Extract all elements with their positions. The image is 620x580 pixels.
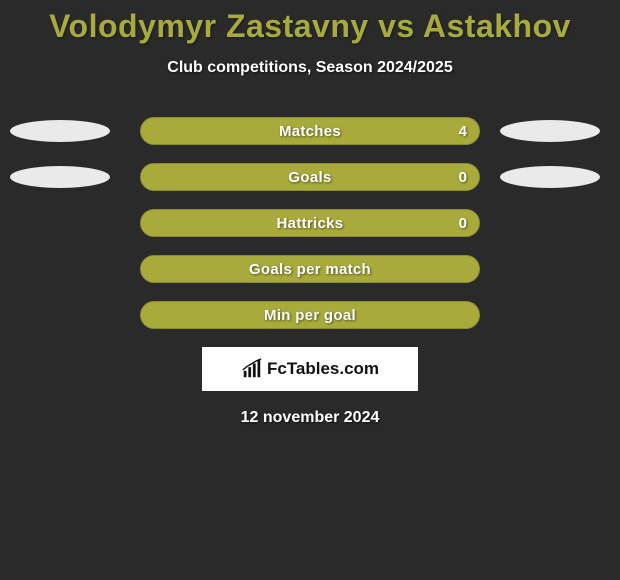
stat-row: Hattricks 0: [0, 209, 620, 237]
stat-bar: Matches 4: [140, 117, 480, 145]
stat-row: Min per goal: [0, 301, 620, 329]
stat-label: Goals: [288, 169, 331, 186]
stat-bar: Hattricks 0: [140, 209, 480, 237]
left-ellipse: [10, 166, 110, 188]
stats-container: Volodymyr Zastavny vs Astakhov Club comp…: [0, 0, 620, 427]
stat-bar: Goals per match: [140, 255, 480, 283]
stat-value: 0: [459, 215, 467, 232]
stat-row: Goals per match: [0, 255, 620, 283]
right-ellipse: [500, 166, 600, 188]
stat-bar: Min per goal: [140, 301, 480, 329]
stat-label: Min per goal: [264, 307, 356, 324]
fctables-chart-icon: [241, 358, 263, 380]
stat-value: 0: [459, 169, 467, 186]
left-ellipse: [10, 120, 110, 142]
stat-row: Goals 0: [0, 163, 620, 191]
stat-label: Goals per match: [249, 261, 371, 278]
logo-box[interactable]: FcTables.com: [202, 347, 418, 391]
right-ellipse: [500, 120, 600, 142]
stat-bar: Goals 0: [140, 163, 480, 191]
stat-label: Matches: [279, 123, 341, 140]
stat-label: Hattricks: [277, 215, 344, 232]
stat-row: Matches 4: [0, 117, 620, 145]
date-label: 12 november 2024: [0, 409, 620, 427]
stat-value: 4: [459, 123, 467, 140]
page-title: Volodymyr Zastavny vs Astakhov: [0, 8, 620, 45]
stats-rows: Matches 4 Goals 0 Hattricks 0 Goals per match M…: [0, 117, 620, 329]
logo-text: FcTables.com: [267, 359, 379, 379]
page-subtitle: Club competitions, Season 2024/2025: [0, 59, 620, 77]
